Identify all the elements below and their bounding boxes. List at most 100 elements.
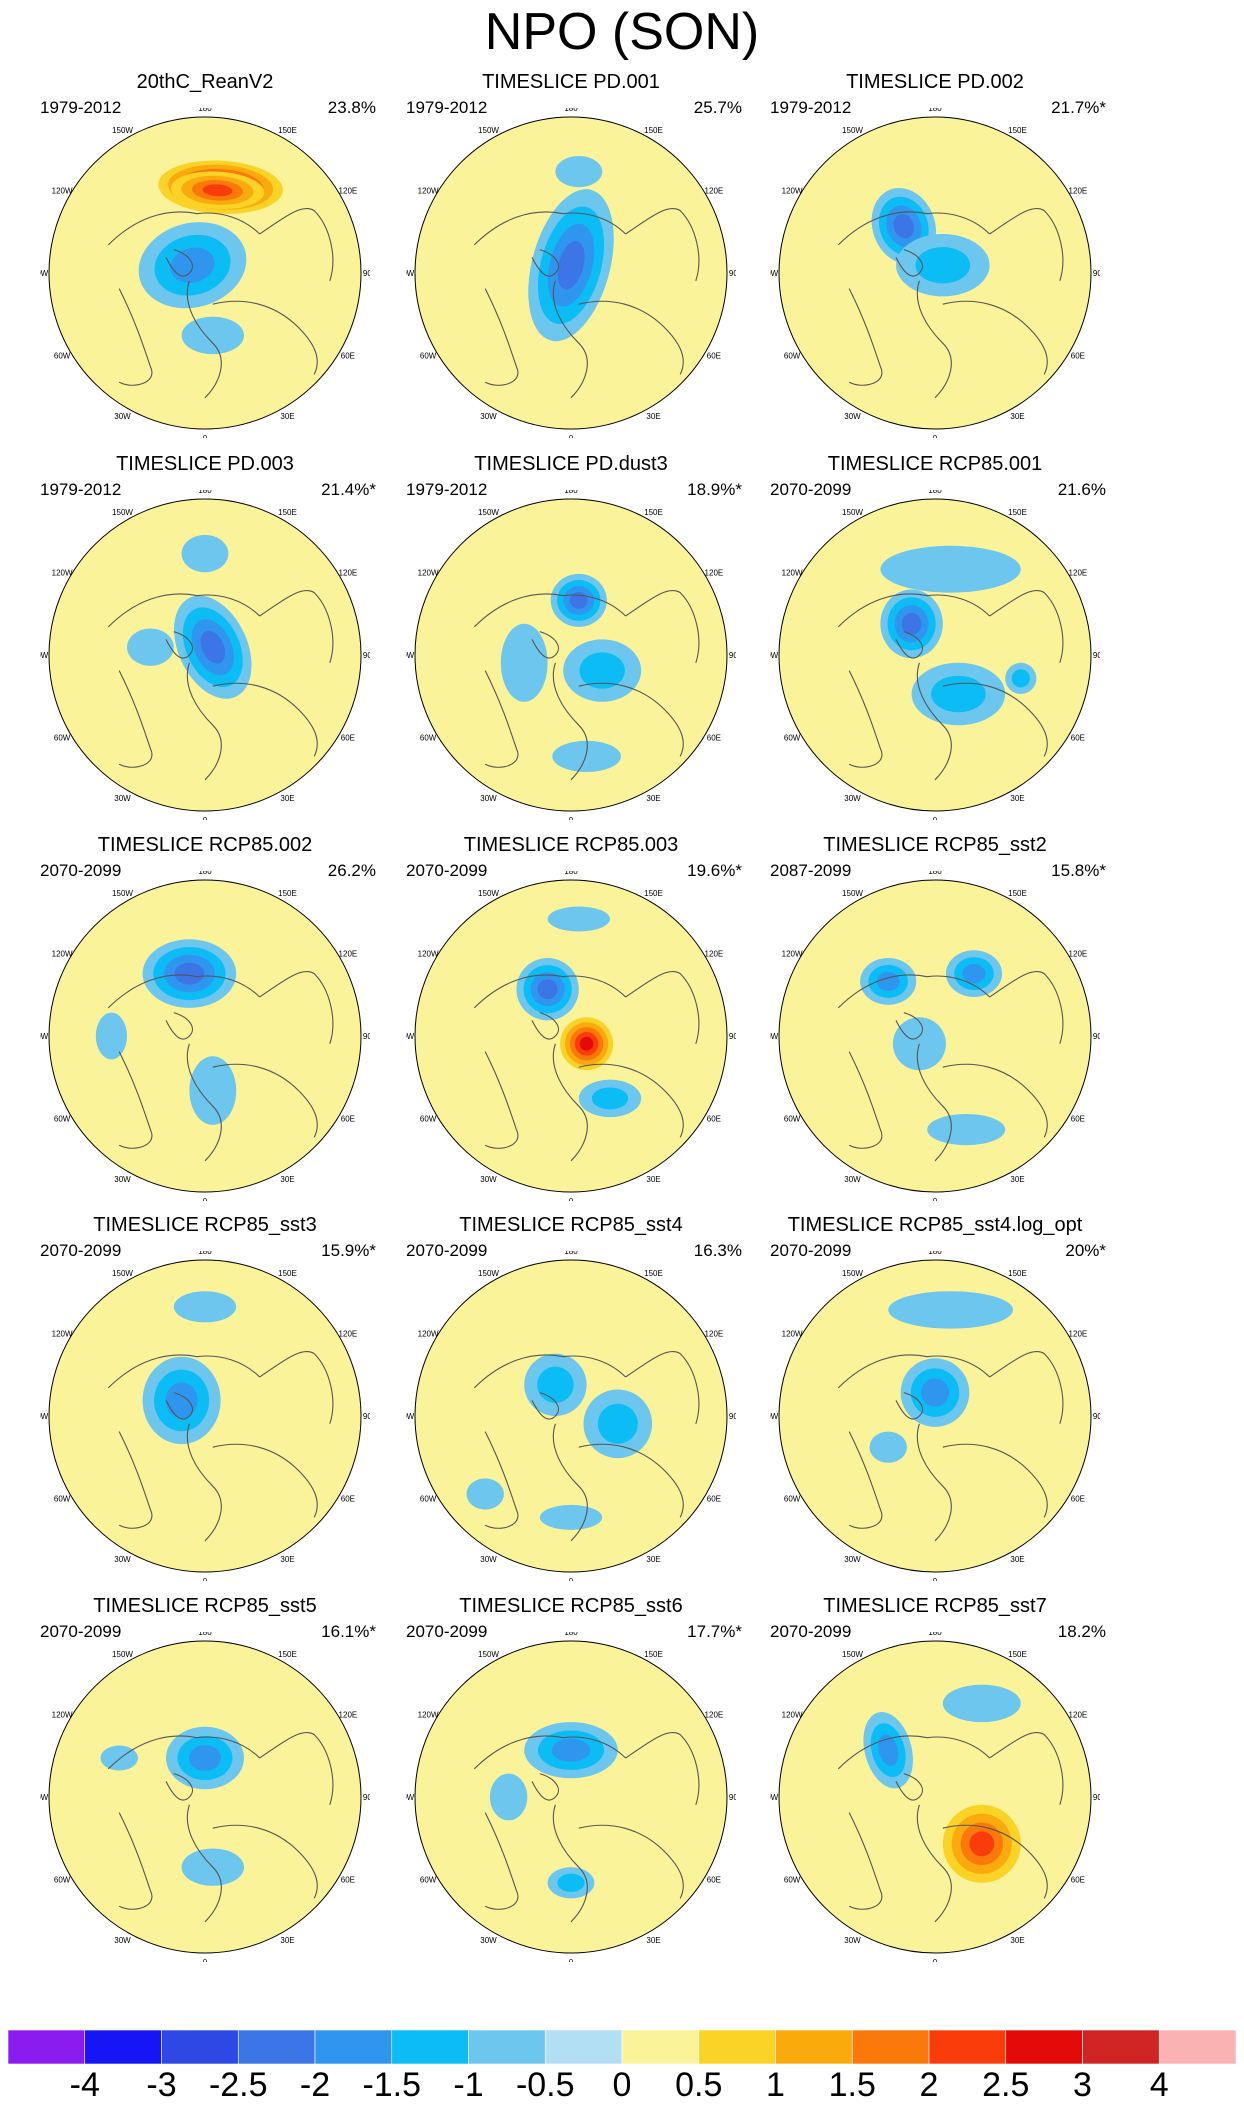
polar-map: 180 150E 120E 90E 60E 30E 0 30W 60W 90W 120W 150W — [406, 1251, 736, 1581]
longitude-label: 30E — [646, 1555, 660, 1564]
panel-period: 1979-2012 — [406, 480, 488, 499]
longitude-label: 120W — [782, 187, 803, 196]
map-panel: TIMESLICE RCP85.003 2070-2099 19.6%* 180 150… — [366, 833, 776, 1205]
coastline — [848, 1051, 883, 1149]
panel-period: 2070-2099 — [40, 861, 122, 880]
panel-variance-percent: 21.7%* — [1051, 98, 1106, 117]
coastline — [107, 593, 260, 628]
coastline — [118, 1051, 153, 1149]
longitude-label: 30E — [280, 1175, 294, 1184]
coastline — [552, 280, 588, 399]
coastline — [259, 590, 334, 663]
longitude-label: 60E — [1071, 1495, 1085, 1504]
coastline — [578, 1824, 684, 1899]
longitude-label: 30E — [1010, 794, 1024, 803]
longitude-label: 60W — [784, 1115, 801, 1124]
coastline — [848, 1431, 883, 1529]
coastline — [625, 1732, 700, 1805]
longitude-label: 120W — [418, 187, 439, 196]
longitude-label: 90W — [406, 269, 415, 278]
coastline — [578, 300, 684, 375]
coastline — [531, 1773, 559, 1801]
longitude-label: 150W — [112, 1650, 133, 1659]
colorbar-swatch — [8, 2030, 86, 2065]
longitude-label: 120W — [418, 1711, 439, 1720]
contour-band — [173, 1291, 237, 1323]
coastline — [837, 974, 990, 1009]
longitude-label: 150W — [112, 508, 133, 517]
negative-anomaly-contour — [869, 1431, 907, 1463]
negative-anomaly-contour — [578, 1079, 642, 1118]
colorbar-tick-label: -1.5 — [362, 2066, 421, 2100]
contour-band — [878, 1734, 899, 1766]
colorbar-swatch — [1005, 2030, 1083, 2065]
panel-period: 1979-2012 — [40, 480, 122, 499]
negative-anomaly-contour — [174, 595, 252, 699]
negative-anomaly-contour — [880, 545, 1021, 593]
longitude-label: 60E — [707, 352, 721, 361]
longitude-label: 30W — [844, 412, 861, 421]
map-border — [778, 879, 1092, 1193]
longitude-label: 30E — [1010, 1555, 1024, 1564]
longitude-label: 0 — [203, 1958, 208, 1962]
colorbar-swatch — [621, 2030, 700, 2065]
panel-period: 2070-2099 — [406, 861, 488, 880]
negative-anomaly-contour — [563, 639, 642, 702]
map-panel: TIMESLICE PD.002 1979-2012 21.7%* 180 150E 12… — [730, 70, 1140, 442]
coastline — [552, 662, 588, 781]
longitude-label: 180 — [928, 108, 942, 113]
map-panel: TIMESLICE RCP85_sst4.log_opt 2070-2099 20%… — [730, 1213, 1140, 1585]
longitude-label: 120E — [705, 1711, 724, 1720]
longitude-label: 150W — [478, 126, 499, 135]
longitude-label: 90W — [770, 1032, 779, 1041]
coastline — [118, 1812, 153, 1910]
longitude-label: 90W — [770, 1412, 779, 1421]
panel-variance-percent: 23.8% — [327, 98, 376, 117]
longitude-label: 90W — [40, 1793, 49, 1802]
contour-band — [539, 1504, 603, 1530]
panel-period: 2070-2099 — [40, 1241, 122, 1260]
map-border — [414, 498, 728, 812]
contour-band — [591, 1087, 629, 1110]
contour-band — [579, 1036, 594, 1051]
coastline — [484, 288, 519, 386]
coastline — [942, 1063, 1048, 1138]
longitude-label: 30E — [1010, 1936, 1024, 1945]
main-title: NPO (SON) — [484, 3, 760, 61]
polar-map: 180 150E 120E 90E 60E 30E 0 30W 60W 90W 120W 150W — [770, 1632, 1100, 1962]
longitude-label: 30E — [280, 1555, 294, 1564]
negative-anomaly-contour — [550, 573, 607, 627]
panel-variance-percent: 21.4%* — [321, 480, 376, 499]
colorbar-swatch — [775, 2030, 853, 2065]
longitude-label: 150E — [644, 1269, 663, 1278]
negative-anomaly-contour — [466, 1478, 504, 1510]
coastline — [212, 682, 318, 757]
colorbar-tick-label: 2.5 — [982, 2066, 1029, 2100]
contour-band — [489, 1773, 528, 1821]
longitude-label: 120E — [339, 950, 358, 959]
longitude-label: 90W — [406, 651, 415, 660]
longitude-label: 120E — [1069, 950, 1088, 959]
coastline — [118, 1431, 153, 1529]
longitude-label: 0 — [933, 1197, 938, 1201]
longitude-label: 120E — [339, 187, 358, 196]
longitude-label: 60E — [1071, 1876, 1085, 1885]
longitude-label: 60W — [54, 734, 71, 743]
panel-title: TIMESLICE RCP85_sst3 — [93, 1214, 317, 1236]
longitude-label: 60E — [1071, 1115, 1085, 1124]
coastline — [989, 590, 1064, 663]
longitude-label: 180 — [564, 1632, 578, 1637]
longitude-label: 60E — [341, 1115, 355, 1124]
longitude-label: 150E — [1008, 126, 1027, 135]
longitude-label: 90E — [729, 651, 736, 660]
coastline — [186, 1423, 222, 1542]
longitude-label: 30W — [114, 1936, 131, 1945]
negative-anomaly-contour — [539, 1504, 603, 1530]
coastline — [186, 280, 222, 399]
coastline — [473, 1735, 626, 1770]
contour-band — [189, 1056, 237, 1125]
contour-band — [927, 1114, 1006, 1146]
longitude-label: 120E — [705, 950, 724, 959]
map-border — [414, 1640, 728, 1954]
coastline — [942, 1824, 1048, 1899]
